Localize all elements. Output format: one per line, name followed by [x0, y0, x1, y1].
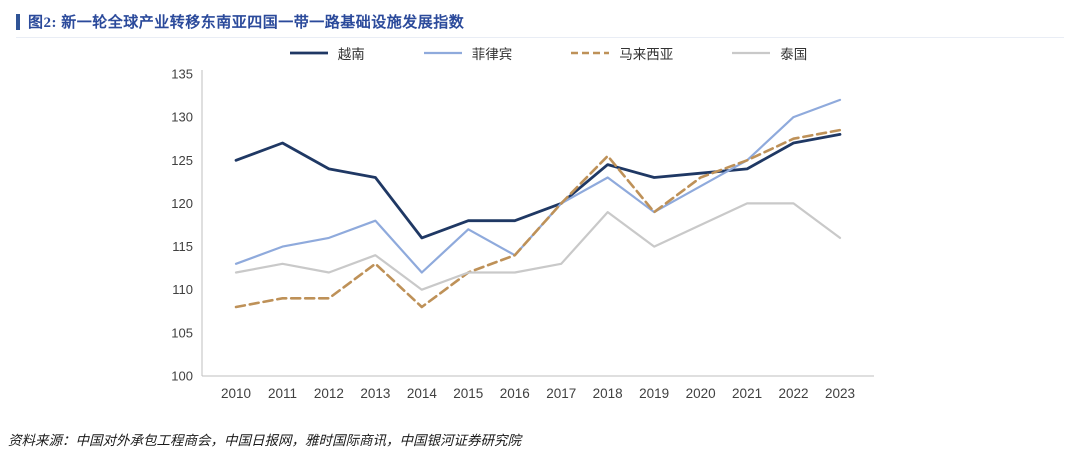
- figure-title: 图2: 新一轮全球产业转移东南亚四国一带一路基础设施发展指数: [28, 15, 465, 31]
- legend-label-vietnam: 越南: [337, 47, 365, 62]
- y-tick-label: 120: [171, 196, 193, 211]
- y-tick-label: 125: [171, 153, 193, 168]
- legend-swatch-philippines: [423, 51, 462, 55]
- x-tick-label: 2021: [732, 386, 762, 401]
- legend-item-thailand: 泰国: [731, 43, 807, 63]
- x-tick-label: 2016: [500, 386, 530, 401]
- x-tick-label: 2010: [221, 386, 251, 401]
- legend-swatch-vietnam: [289, 51, 328, 55]
- legend-swatch-thailand: [732, 51, 771, 55]
- legend-label-philippines: 菲律宾: [471, 47, 513, 62]
- legend-label-thailand: 泰国: [780, 47, 808, 62]
- series-line-vietnam: [234, 133, 842, 240]
- y-tick-label: 100: [171, 369, 193, 384]
- x-tick-label: 2020: [686, 386, 716, 401]
- series-line-malaysia: [234, 128, 842, 309]
- y-tick-label: 115: [172, 239, 193, 254]
- x-tick-label: 2023: [825, 386, 855, 401]
- series-line-philippines: [234, 98, 842, 274]
- y-tick-label: 105: [171, 325, 193, 340]
- x-tick-label: 2011: [268, 386, 297, 401]
- x-tick-label: 2022: [779, 386, 809, 401]
- legend-item-malaysia: 马来西亚: [570, 43, 673, 63]
- y-tick-label: 135: [171, 67, 193, 82]
- x-tick-label: 2012: [314, 386, 344, 401]
- x-tick-label: 2014: [407, 386, 438, 401]
- y-tick-label: 130: [171, 110, 193, 125]
- y-tick-label: 110: [172, 282, 193, 297]
- series-line-thailand: [234, 202, 842, 291]
- figure-header: 图2: 新一轮全球产业转移东南亚四国一带一路基础设施发展指数: [16, 11, 464, 32]
- legend-item-vietnam: 越南: [289, 43, 365, 63]
- legend-label-malaysia: 马来西亚: [619, 47, 674, 62]
- x-tick-label: 2013: [360, 386, 390, 401]
- x-tick-label: 2019: [639, 386, 669, 401]
- legend-item-philippines: 菲律宾: [423, 43, 513, 63]
- source-note: 资料来源：中国对外承包工程商会，中国日报网，雅时国际商讯，中国银河证券研究院: [8, 433, 521, 448]
- chart-canvas: 100 105 110 115 120 125 130 135 2010 2011 2012 2013…: [171, 67, 874, 401]
- x-tick-label: 2018: [593, 386, 623, 401]
- title-accent-bar: [16, 13, 20, 30]
- header-divider: [16, 37, 1064, 38]
- chart-legend: 越南 菲律宾 马来西亚 泰国: [186, 42, 910, 64]
- x-tick-label: 2015: [453, 386, 483, 401]
- x-tick-label: 2017: [546, 386, 576, 401]
- legend-swatch-malaysia: [571, 51, 610, 55]
- line-chart: 越南 菲律宾 马来西亚 泰国 100 105 110 115 120 125 130 135 2010…: [150, 42, 910, 409]
